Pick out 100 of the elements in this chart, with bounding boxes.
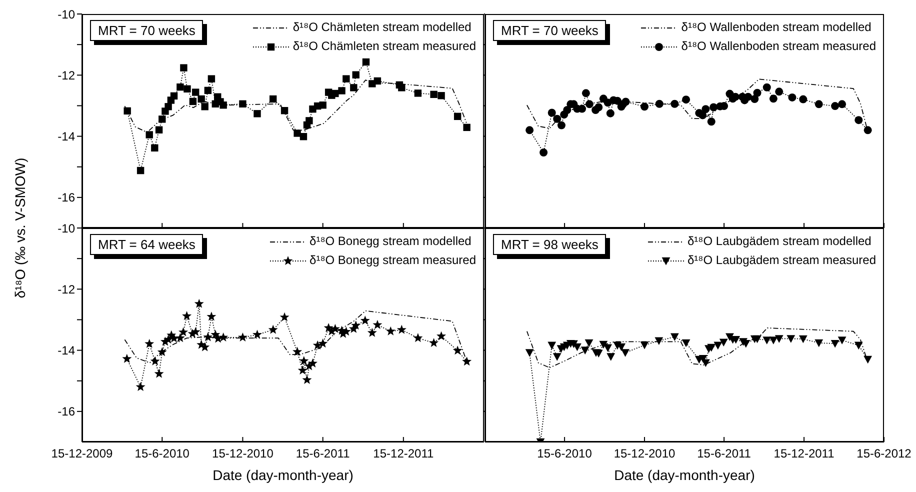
point [268,324,278,334]
point [360,316,370,325]
point [136,382,146,392]
y-tick-label: -16 [58,404,76,419]
legend-label: δ¹⁸O Chämleten stream measured [292,38,476,55]
point [352,71,360,78]
point [136,166,144,174]
point [150,356,160,366]
point [204,86,212,94]
point [606,109,614,118]
point [714,342,722,350]
point [318,338,328,348]
point [398,84,406,92]
point [701,359,710,368]
point [280,107,288,114]
y-axis-title: δ¹⁸O (‰ vs. V-SMOW) [12,158,28,298]
point [462,356,472,366]
point [362,58,370,66]
point [144,338,154,348]
point [548,342,556,350]
point [319,102,326,109]
point [814,339,824,348]
point [548,108,556,117]
point [540,148,548,156]
point [682,339,690,348]
point [702,105,710,114]
point [198,95,205,103]
point [753,88,762,97]
point [350,84,358,92]
point [762,83,771,92]
point [762,336,772,344]
point [838,336,846,344]
x-axis-title: Date (day-month-year) [614,467,755,483]
point [719,338,728,347]
point [203,332,213,342]
point [788,93,796,102]
point [744,92,752,101]
point [526,126,534,134]
x-tick-label: 15-6-2010 [134,446,190,461]
point [302,374,312,384]
point [786,335,796,343]
point [178,327,188,336]
point [169,333,179,342]
point [184,85,191,92]
legend-label: δ¹⁸O Bonegg stream modelled [310,233,472,250]
point [200,342,210,352]
point [775,88,784,96]
point [463,124,470,132]
point [269,95,277,103]
legend-label: δ¹⁸O Wallenboden stream modelled [681,19,872,36]
x-tick-label: 15-12-2009 [51,446,114,461]
point [798,335,808,344]
point [194,298,204,308]
point [799,95,808,104]
x-tick-label: 15-6-2011 [296,446,350,461]
point [239,100,246,108]
point [413,333,423,342]
point [698,111,707,120]
point [707,344,716,352]
point [280,312,290,322]
point [814,100,823,108]
point [300,132,308,140]
point [332,90,339,98]
point [580,346,590,354]
point [622,98,630,106]
point [585,100,594,108]
point [175,333,185,342]
point [122,354,132,363]
point [854,116,863,124]
y-tick-label: -10 [58,221,76,236]
point [414,90,422,97]
point [864,126,872,134]
point [655,100,664,108]
point [294,130,301,137]
y-tick-label: -10 [58,7,76,22]
point [654,337,664,346]
legend-label: δ¹⁸O Chämleten stream modelled [292,19,472,36]
point [606,353,616,361]
x-tick-label: 15-6-2010 [537,446,592,461]
point [372,320,382,329]
y-tick-label: -12 [58,68,76,82]
point [180,64,188,72]
point [452,346,462,355]
point [640,102,649,111]
point [436,331,446,340]
y-tick-label: -14 [58,130,76,144]
point [621,349,630,357]
point [552,353,562,361]
point [342,75,350,82]
point [584,339,594,348]
point [386,326,396,336]
point [206,312,216,321]
point [189,98,197,106]
x-tick-label: 15-6-2012 [856,446,912,461]
point [396,324,406,334]
point [838,100,846,108]
point [557,121,566,130]
point [640,341,649,350]
point [201,103,208,110]
point [190,326,200,336]
